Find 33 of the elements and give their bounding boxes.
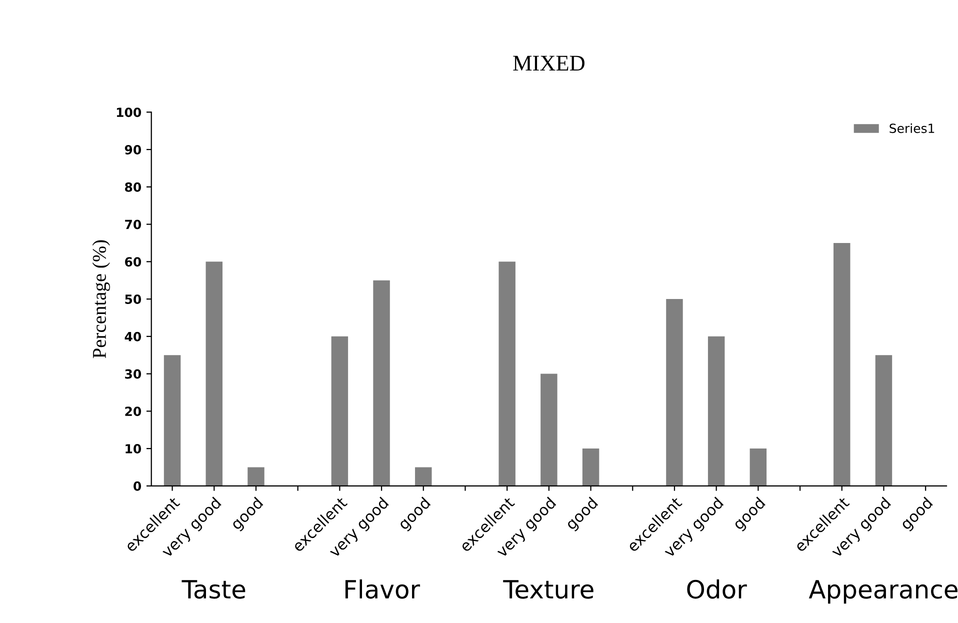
bar	[582, 448, 600, 486]
legend-label: Series1	[890, 123, 934, 134]
y-axis-title: Percentage (%)	[92, 240, 110, 358]
bar	[498, 262, 516, 486]
bar	[666, 299, 683, 486]
y-tick-label: 40	[124, 332, 142, 342]
y-tick-label: 10	[126, 444, 142, 454]
bar	[875, 355, 892, 486]
y-tick-label: 30	[125, 369, 142, 379]
bar	[164, 355, 181, 486]
chart-title: MIXED	[513, 56, 584, 71]
text: Appearance	[808, 580, 958, 604]
bar	[415, 467, 432, 486]
y-tick-label: 60	[125, 257, 142, 267]
bar	[206, 262, 223, 486]
bar	[248, 467, 264, 486]
text: Taste	[182, 580, 246, 599]
bar	[331, 336, 348, 486]
text: Flavor	[345, 579, 420, 599]
y-tick-label: 90	[124, 144, 142, 154]
bar	[834, 242, 850, 486]
bar	[708, 336, 725, 486]
y-tick-label: 70	[125, 220, 142, 230]
text: Texture	[503, 580, 594, 599]
y-tick-label: 80	[125, 182, 142, 192]
bar	[750, 448, 767, 486]
bar	[540, 374, 558, 486]
y-tick-label: 50	[125, 294, 142, 304]
bar	[373, 280, 390, 486]
y-tick-label: 20	[125, 406, 142, 416]
text: Odor	[687, 579, 747, 599]
y-tick-label: 100	[116, 108, 142, 118]
y-tick-label: 0	[134, 481, 142, 491]
